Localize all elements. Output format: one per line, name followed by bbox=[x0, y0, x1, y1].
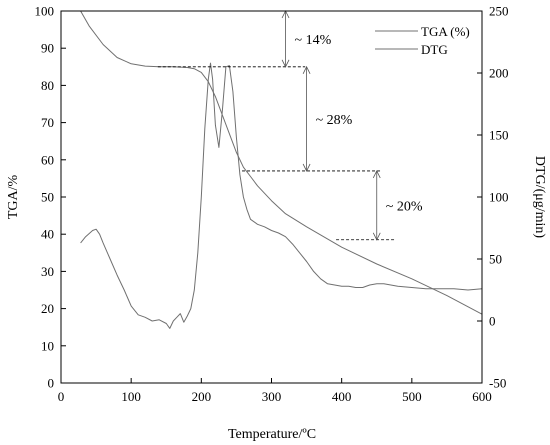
y2-tick-label: 100 bbox=[489, 190, 509, 205]
y-tick-label: 100 bbox=[35, 4, 55, 19]
x-axis-title: Temperature/ºC bbox=[228, 427, 316, 442]
y-tick-label: 20 bbox=[41, 301, 54, 316]
y-tick-label: 80 bbox=[41, 78, 54, 93]
y2-tick-label: 150 bbox=[489, 128, 509, 143]
x-tick-label: 100 bbox=[121, 389, 141, 404]
y-tick-label: 40 bbox=[41, 227, 54, 242]
y2-tick-label: 0 bbox=[489, 314, 496, 329]
y-tick-label: 0 bbox=[48, 376, 55, 391]
legend-label-dtg: DTG bbox=[421, 42, 448, 57]
mass-loss-label: ~ 14% bbox=[295, 33, 332, 48]
legend-label-tga: TGA (%) bbox=[421, 24, 470, 39]
arrowhead-up bbox=[302, 65, 311, 74]
y2-tick-label: 50 bbox=[489, 252, 502, 267]
y2-tick-label: 250 bbox=[489, 4, 509, 19]
x-tick-label: 400 bbox=[332, 389, 352, 404]
mass-loss-arrows: ~ 14% ~ 28% ~ 20% bbox=[281, 10, 423, 241]
x-tick-label: 500 bbox=[402, 389, 422, 404]
y-tick-label: 30 bbox=[41, 264, 54, 279]
x-tick-label: 300 bbox=[262, 389, 282, 404]
arrowhead-up bbox=[372, 170, 381, 179]
x-tick-label: 0 bbox=[58, 389, 65, 404]
y-axis-title: TGA/% bbox=[6, 175, 21, 220]
y-tick-label: 10 bbox=[41, 338, 54, 353]
legend: TGA (%) DTG bbox=[375, 24, 470, 57]
dtg-series-line bbox=[80, 62, 483, 329]
y-tick-label: 70 bbox=[41, 115, 54, 130]
x-tick-label: 600 bbox=[472, 389, 492, 404]
y2-tick-label: -50 bbox=[489, 376, 506, 391]
y-tick-label: 60 bbox=[41, 152, 54, 167]
mass-loss-label: ~ 28% bbox=[316, 113, 353, 128]
plot-lines bbox=[80, 10, 483, 329]
y-tick-label: 90 bbox=[41, 41, 54, 56]
arrowhead-down bbox=[302, 163, 311, 172]
x-tick-label: 200 bbox=[192, 389, 212, 404]
dashed-levels bbox=[157, 66, 395, 241]
axis-ticks: 0 100 200 300 400 500 600010203040506070809010… bbox=[35, 4, 509, 405]
mass-loss-label: ~ 20% bbox=[386, 199, 423, 214]
arrowhead-down bbox=[281, 59, 290, 68]
plot-frame bbox=[60, 10, 483, 384]
arrowhead-down bbox=[372, 232, 381, 241]
y2-tick-label: 200 bbox=[489, 66, 509, 81]
y2-axis-title: DTG/(μg/min) bbox=[532, 156, 547, 238]
y-tick-label: 50 bbox=[41, 190, 54, 205]
